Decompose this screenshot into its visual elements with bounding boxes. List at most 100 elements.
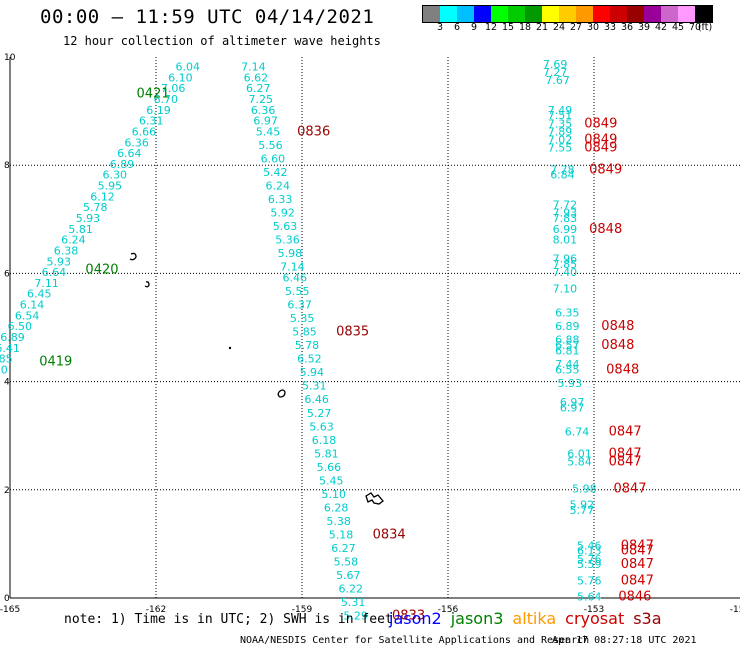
swh-label: 6.62 — [244, 71, 269, 84]
swh-label: 5.59 — [577, 558, 602, 571]
time-label: 0835 — [336, 325, 369, 340]
y-tick-label: 8 — [4, 161, 10, 171]
swh-label: 7.27 — [543, 66, 568, 79]
swh-label: 6.81 — [555, 345, 580, 358]
swh-label: 6.88 — [555, 334, 580, 347]
time-label: 0848 — [601, 338, 634, 353]
time-label: 0846 — [618, 590, 651, 605]
swh-label: 6.14 — [20, 299, 45, 312]
legend-item-jason3: jason3 — [450, 609, 504, 628]
color-scale-label: 3 — [436, 22, 444, 33]
color-scale-label: 42 — [654, 22, 668, 33]
time-label: 0849 — [584, 133, 617, 148]
swh-label: 5.84 — [567, 455, 592, 468]
swh-label: 5.93 — [47, 255, 72, 268]
swh-label: 6.64 — [42, 266, 66, 279]
time-label: 0848 — [601, 319, 634, 334]
swh-label: 7.96 — [553, 253, 578, 266]
color-swatch — [423, 6, 440, 22]
swh-label: 7.69 — [543, 58, 568, 71]
swh-label: 5.46 — [577, 539, 602, 552]
color-swatch — [457, 6, 474, 22]
swh-label: 5.63 — [273, 220, 298, 233]
island-outline — [144, 281, 150, 288]
swh-label: 6.18 — [312, 434, 337, 447]
swh-label: 5.67 — [336, 569, 361, 582]
color-scale-label: 70 — [688, 22, 702, 33]
swh-label: 6.89 — [0, 331, 25, 344]
swh-label: 7.83 — [553, 212, 578, 225]
swh-label: 5.35 — [290, 312, 315, 325]
color-scale-label: 18 — [518, 22, 532, 33]
swh-label: 6.24 — [266, 180, 291, 193]
y-tick-label: 4 — [4, 378, 10, 388]
color-swatch — [542, 6, 559, 22]
swh-label: 5.76 — [577, 574, 602, 587]
time-label: 0847 — [609, 425, 642, 440]
swh-label: 6.97 — [560, 396, 585, 409]
color-scale-label: 15 — [501, 22, 515, 33]
swh-label: 6.70 — [154, 93, 179, 106]
swh-label: 6.66 — [132, 125, 157, 138]
color-scale-label: 21 — [535, 22, 549, 33]
swh-label: 6.35 — [555, 307, 580, 320]
satellite-legend: jason2 jason3 altika cryosat s3a — [389, 609, 671, 628]
color-scale-label: 45 — [671, 22, 685, 33]
swh-label: 7.35 — [548, 117, 573, 130]
swh-label: 6.36 — [124, 136, 149, 149]
swh-label: 6.46 — [304, 393, 329, 406]
color-swatch — [559, 6, 576, 22]
swh-label: 5.64 — [577, 591, 602, 604]
time-label: 0836 — [297, 124, 330, 139]
swh-label: 6.55 — [555, 363, 580, 376]
swh-label: 5.29 — [343, 610, 368, 623]
color-swatch — [440, 6, 457, 22]
time-label: 0849 — [589, 162, 622, 177]
map-grid — [10, 57, 740, 598]
swh-label: 5.27 — [307, 407, 332, 420]
time-label: 0847 — [609, 446, 642, 461]
swh-label: 6.99 — [553, 223, 578, 236]
color-scale-label: 39 — [637, 22, 651, 33]
time-label: 0848 — [606, 362, 639, 377]
swh-label: 5.92 — [570, 499, 595, 512]
time-label: 0833 — [392, 609, 425, 624]
swh-label: 5.55 — [285, 285, 310, 298]
swh-label: 6.89 — [555, 320, 580, 333]
swh-label: 8.01 — [553, 234, 578, 247]
color-scale-label: 30 — [586, 22, 600, 33]
color-swatch — [627, 6, 644, 22]
legend-item-cryosat: cryosat — [565, 609, 625, 628]
color-scale-labels: 3 6 9 12 15 18 21 24 27 30 33 36 39 42 45 70 (ft) — [422, 22, 740, 34]
swh-label: 5.85 — [292, 326, 317, 339]
swh-label: 6.27 — [331, 542, 356, 555]
swh-label: 5.31 — [341, 596, 366, 609]
y-tick-label: 0 — [4, 594, 10, 604]
swh-label: 5.31 — [302, 380, 327, 393]
swh-label: 7.10 — [553, 282, 578, 295]
swh-label: 5.92 — [270, 207, 295, 220]
swh-label: 6.89 — [110, 158, 134, 171]
swh-label: 7.06 — [161, 82, 186, 95]
swh-label: 6.27 — [246, 82, 270, 95]
swh-label: 5.66 — [317, 461, 342, 474]
swh-label: 7.72 — [553, 198, 578, 211]
x-tick-label: -156 — [438, 605, 459, 615]
swh-label: 7.49 — [548, 104, 573, 117]
color-swatch — [525, 6, 542, 22]
color-scale-label: 33 — [603, 22, 617, 33]
island-outlines — [129, 252, 384, 505]
swh-label: 6.12 — [90, 190, 115, 203]
swh-label: 6.50 — [8, 320, 33, 333]
swh-label: 6.97 — [253, 115, 277, 128]
color-swatch — [695, 6, 712, 22]
swh-label: 6.41 — [0, 342, 20, 355]
swh-label: 5.58 — [334, 556, 359, 569]
swh-labels: 6.046.107.066.706.196.316.666.366.646.89… — [0, 58, 601, 623]
x-tick-label: -153 — [584, 605, 604, 615]
color-swatch — [508, 6, 525, 22]
swh-label: 5.95 — [98, 180, 123, 193]
color-swatch — [644, 6, 661, 22]
color-scale-label: 12 — [484, 22, 498, 33]
